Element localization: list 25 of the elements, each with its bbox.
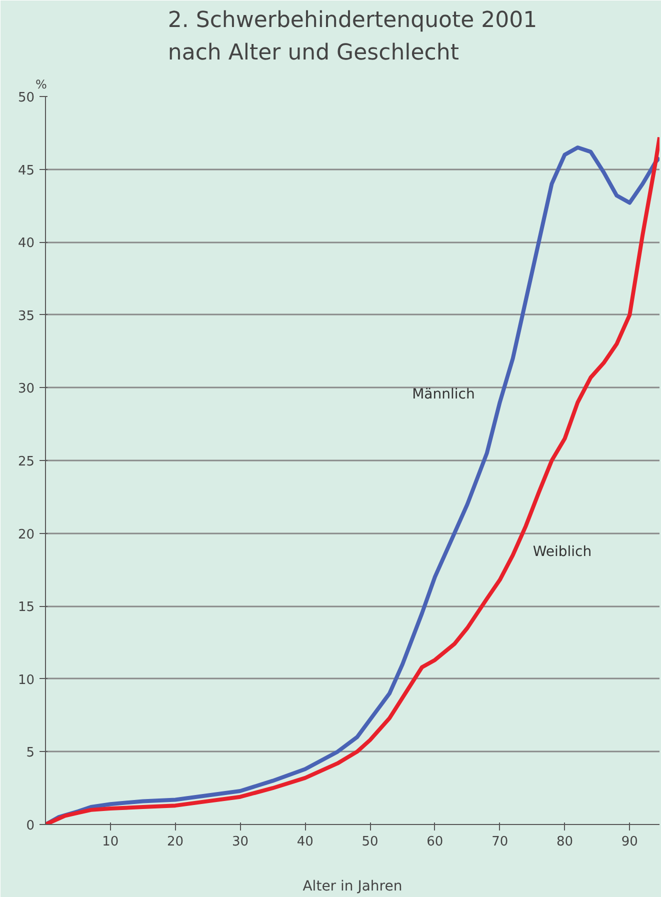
x-axis-title: Alter in Jahren <box>302 878 402 894</box>
x-tick-label: 20 <box>167 834 184 850</box>
x-tick-label: 10 <box>102 834 119 850</box>
series-label: Weiblich <box>532 544 592 560</box>
y-tick-label: 15 <box>18 600 35 616</box>
y-tick-label: 25 <box>18 454 35 470</box>
x-tick-label: 30 <box>232 834 248 850</box>
y-tick-label: 20 <box>18 527 35 542</box>
y-tick-label: 10 <box>18 672 35 688</box>
y-tick-label: 45 <box>18 163 35 178</box>
x-tick-label: 60 <box>426 834 444 850</box>
x-tick-label: 50 <box>362 834 378 850</box>
y-tick-label: 5 <box>26 746 35 761</box>
y-tick-label: 35 <box>18 308 35 324</box>
y-tick-label: 40 <box>18 236 35 252</box>
x-tick-label: 80 <box>556 834 574 850</box>
series-label: Männlich <box>412 386 475 402</box>
y-tick-label: 30 <box>18 382 35 397</box>
x-tick-label: 90 <box>621 834 638 850</box>
y-tick-label: 0 <box>26 818 35 834</box>
y-tick-label: 50 <box>18 90 35 106</box>
x-tick-label: 70 <box>492 834 508 850</box>
y-axis-title: % <box>36 78 47 92</box>
chart-title: 2. Schwerbehindertenquote 2001 nach Alter und Geschlecht <box>168 8 538 66</box>
x-tick-label: 40 <box>296 834 314 850</box>
